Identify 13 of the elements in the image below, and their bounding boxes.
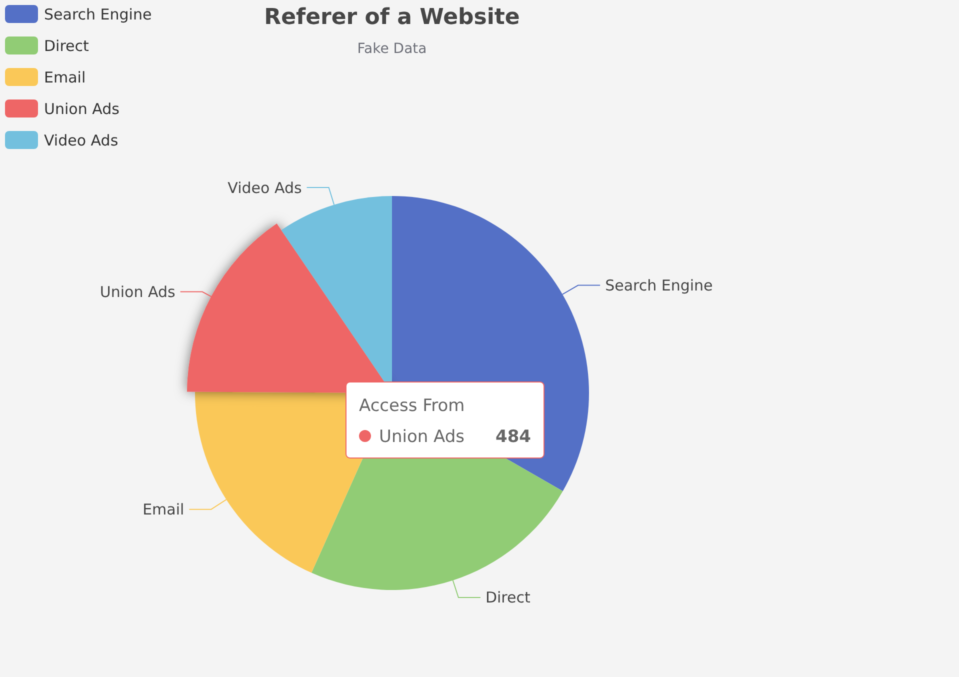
legend-label: Union Ads [44, 100, 120, 118]
legend-label: Direct [44, 36, 90, 55]
chart-title: Referer of a Website [264, 5, 520, 30]
slice-label: Union Ads [100, 283, 176, 302]
legend-label: Video Ads [44, 131, 118, 150]
slice-label: Search Engine [605, 276, 713, 295]
text: Fake Data [357, 41, 427, 57]
slice-label: Email [142, 500, 184, 519]
legend-label: Email [44, 68, 86, 86]
slice-label: Video Ads [228, 178, 302, 197]
legend-label: Search Engine [44, 5, 152, 24]
tooltip: Access From Union Ads 484 [346, 382, 544, 458]
slice-label: Direct [485, 588, 530, 607]
